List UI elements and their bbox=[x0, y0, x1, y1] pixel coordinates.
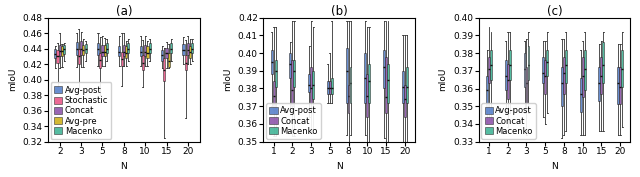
PathPatch shape bbox=[505, 60, 507, 90]
PathPatch shape bbox=[584, 50, 586, 90]
PathPatch shape bbox=[546, 50, 548, 76]
PathPatch shape bbox=[104, 45, 106, 56]
PathPatch shape bbox=[99, 53, 101, 68]
PathPatch shape bbox=[524, 53, 525, 87]
PathPatch shape bbox=[293, 60, 295, 87]
PathPatch shape bbox=[291, 60, 293, 106]
PathPatch shape bbox=[191, 43, 193, 53]
Title: (b): (b) bbox=[331, 5, 348, 18]
PathPatch shape bbox=[118, 46, 120, 56]
PathPatch shape bbox=[127, 43, 129, 53]
PathPatch shape bbox=[402, 71, 404, 103]
PathPatch shape bbox=[488, 57, 490, 83]
PathPatch shape bbox=[170, 43, 172, 53]
PathPatch shape bbox=[289, 53, 291, 78]
PathPatch shape bbox=[189, 46, 191, 58]
PathPatch shape bbox=[163, 58, 165, 81]
X-axis label: N: N bbox=[120, 162, 127, 171]
PathPatch shape bbox=[621, 50, 623, 87]
PathPatch shape bbox=[486, 76, 488, 108]
PathPatch shape bbox=[366, 74, 368, 117]
PathPatch shape bbox=[83, 45, 84, 55]
PathPatch shape bbox=[507, 64, 509, 99]
Legend: Avg-post, Stochastic, Concat, Avg-pre, Macenko: Avg-post, Stochastic, Concat, Avg-pre, M… bbox=[51, 82, 111, 139]
Title: (a): (a) bbox=[116, 5, 132, 18]
X-axis label: N: N bbox=[336, 162, 342, 171]
PathPatch shape bbox=[404, 85, 406, 117]
PathPatch shape bbox=[182, 44, 184, 55]
PathPatch shape bbox=[349, 67, 351, 103]
PathPatch shape bbox=[565, 50, 567, 83]
PathPatch shape bbox=[271, 50, 273, 74]
PathPatch shape bbox=[327, 81, 329, 94]
PathPatch shape bbox=[308, 74, 310, 92]
PathPatch shape bbox=[312, 71, 314, 99]
PathPatch shape bbox=[161, 50, 163, 61]
Legend: Avg-post, Concat, Macenko: Avg-post, Concat, Macenko bbox=[481, 103, 536, 139]
PathPatch shape bbox=[101, 45, 104, 56]
PathPatch shape bbox=[561, 67, 563, 106]
PathPatch shape bbox=[63, 45, 65, 54]
PathPatch shape bbox=[78, 49, 80, 64]
PathPatch shape bbox=[387, 64, 389, 103]
PathPatch shape bbox=[602, 42, 604, 83]
PathPatch shape bbox=[54, 49, 56, 58]
PathPatch shape bbox=[346, 48, 348, 103]
PathPatch shape bbox=[509, 50, 511, 80]
PathPatch shape bbox=[187, 43, 189, 55]
PathPatch shape bbox=[168, 53, 170, 67]
Legend: Avg-post, Concat, Macenko: Avg-post, Concat, Macenko bbox=[266, 103, 321, 139]
PathPatch shape bbox=[84, 44, 86, 53]
PathPatch shape bbox=[144, 45, 147, 56]
PathPatch shape bbox=[273, 81, 275, 110]
Y-axis label: mIoU: mIoU bbox=[438, 68, 447, 91]
PathPatch shape bbox=[140, 46, 142, 56]
PathPatch shape bbox=[147, 46, 148, 58]
PathPatch shape bbox=[76, 42, 77, 55]
PathPatch shape bbox=[59, 45, 61, 56]
X-axis label: N: N bbox=[551, 162, 558, 171]
PathPatch shape bbox=[525, 67, 527, 103]
PathPatch shape bbox=[97, 43, 99, 55]
PathPatch shape bbox=[406, 67, 408, 103]
PathPatch shape bbox=[368, 64, 370, 103]
PathPatch shape bbox=[80, 41, 82, 55]
Y-axis label: mIoU: mIoU bbox=[223, 68, 232, 91]
PathPatch shape bbox=[123, 45, 125, 56]
PathPatch shape bbox=[600, 57, 602, 94]
PathPatch shape bbox=[310, 67, 312, 103]
PathPatch shape bbox=[490, 50, 492, 80]
PathPatch shape bbox=[275, 60, 276, 87]
PathPatch shape bbox=[125, 46, 127, 58]
PathPatch shape bbox=[166, 48, 168, 58]
PathPatch shape bbox=[527, 46, 529, 80]
PathPatch shape bbox=[544, 60, 546, 94]
Y-axis label: mIoU: mIoU bbox=[8, 68, 17, 91]
PathPatch shape bbox=[383, 50, 385, 88]
PathPatch shape bbox=[582, 57, 584, 97]
PathPatch shape bbox=[364, 53, 366, 103]
PathPatch shape bbox=[385, 57, 387, 113]
PathPatch shape bbox=[580, 78, 582, 112]
PathPatch shape bbox=[619, 67, 621, 104]
PathPatch shape bbox=[617, 67, 619, 104]
PathPatch shape bbox=[148, 43, 151, 53]
PathPatch shape bbox=[329, 81, 331, 94]
PathPatch shape bbox=[348, 85, 349, 113]
PathPatch shape bbox=[184, 55, 187, 70]
PathPatch shape bbox=[142, 55, 144, 70]
PathPatch shape bbox=[61, 46, 63, 56]
PathPatch shape bbox=[56, 50, 59, 63]
PathPatch shape bbox=[106, 43, 108, 53]
PathPatch shape bbox=[563, 57, 565, 94]
PathPatch shape bbox=[331, 78, 333, 94]
Title: (c): (c) bbox=[547, 5, 563, 18]
PathPatch shape bbox=[542, 57, 544, 83]
PathPatch shape bbox=[120, 52, 123, 66]
PathPatch shape bbox=[598, 67, 600, 101]
